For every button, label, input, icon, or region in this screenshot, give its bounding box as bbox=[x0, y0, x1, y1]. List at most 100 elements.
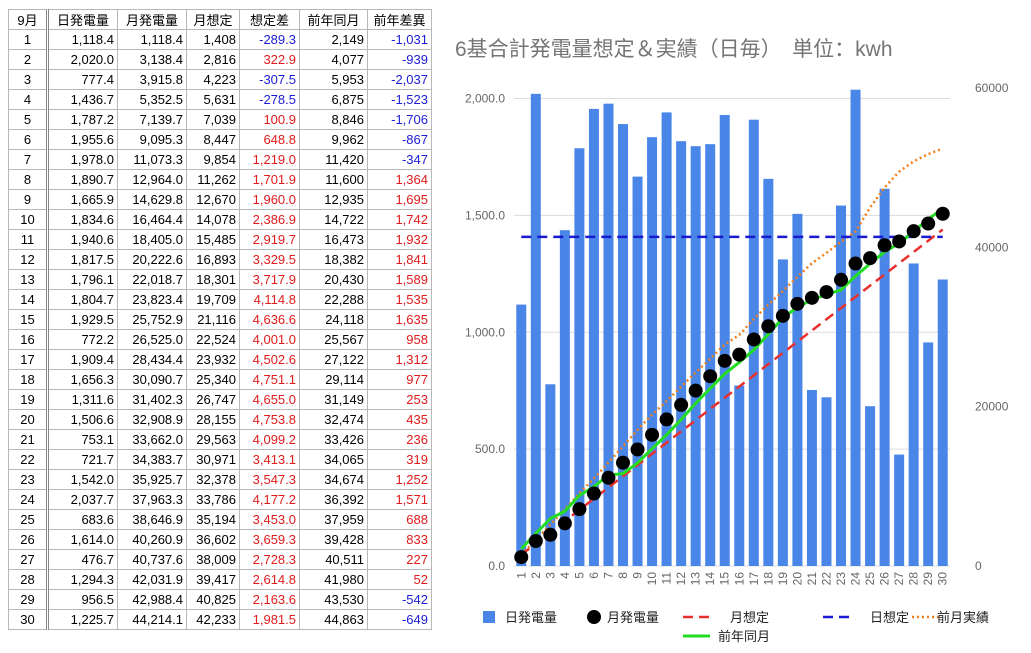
cell: -278.5 bbox=[239, 89, 300, 110]
cell: 42,988.4 bbox=[117, 589, 187, 610]
cell: 2,816 bbox=[186, 49, 240, 70]
cell: 16,473 bbox=[299, 229, 368, 250]
x-tick-label: 27 bbox=[892, 572, 906, 586]
y2-tick-label: 60000 bbox=[975, 81, 1009, 95]
bar bbox=[574, 148, 585, 566]
data-point bbox=[921, 216, 936, 231]
bar bbox=[705, 144, 716, 567]
legend-label: 月発電量 bbox=[607, 610, 659, 625]
cell: 44,863 bbox=[299, 609, 368, 630]
data-point bbox=[688, 383, 703, 398]
cell: 1,981.5 bbox=[239, 609, 300, 630]
data-point bbox=[514, 550, 529, 565]
cell: 4,001.0 bbox=[239, 329, 300, 350]
cell: 1,252 bbox=[367, 469, 432, 490]
cell: 34,383.7 bbox=[117, 449, 187, 470]
cell: 40,260.9 bbox=[117, 529, 187, 550]
cell: 9,962 bbox=[299, 129, 368, 150]
cell: 11,600 bbox=[299, 169, 368, 190]
cell: -347 bbox=[367, 149, 432, 170]
data-point bbox=[761, 319, 776, 334]
legend-label: 前月実績 bbox=[937, 610, 989, 625]
data-point bbox=[746, 332, 761, 347]
line bbox=[520, 228, 944, 556]
cell: 1,834.6 bbox=[47, 209, 118, 230]
cell: 8,846 bbox=[299, 109, 368, 130]
cell: 29,563 bbox=[186, 429, 240, 450]
cell: 1,909.4 bbox=[47, 349, 118, 370]
data-point bbox=[732, 347, 747, 362]
data-point bbox=[892, 234, 907, 249]
table-row: 22 721.7 34,383.7 30,971 3,413.1 34,065 319 bbox=[8, 449, 432, 470]
bar bbox=[821, 397, 832, 566]
data-point bbox=[557, 516, 572, 531]
bar bbox=[908, 263, 919, 566]
table-row: 26 1,614.0 40,260.9 36,602 3,659.3 39,428 833 bbox=[8, 529, 432, 550]
cell: 1,960.0 bbox=[239, 189, 300, 210]
y2-tick-label: 40000 bbox=[975, 240, 1009, 254]
cell: -939 bbox=[367, 49, 432, 70]
table-row: 21 753.1 33,662.0 29,563 4,099.2 33,426 236 bbox=[8, 429, 432, 450]
table-row: 5 1,787.2 7,139.7 7,039 100.9 8,846 -1,706 bbox=[8, 109, 432, 130]
cell: 4,099.2 bbox=[239, 429, 300, 450]
bar bbox=[850, 89, 861, 567]
cell: 32,908.9 bbox=[117, 409, 187, 430]
x-tick-label: 17 bbox=[747, 572, 761, 586]
data-point bbox=[572, 502, 587, 517]
data-point bbox=[834, 272, 848, 287]
x-tick-label: 19 bbox=[776, 572, 790, 586]
data-point bbox=[863, 251, 878, 266]
bar bbox=[806, 389, 817, 566]
bar bbox=[647, 137, 658, 566]
y2-tick-label: 20000 bbox=[975, 400, 1009, 414]
legend-swatch bbox=[483, 611, 495, 623]
data-point bbox=[790, 296, 805, 311]
bar bbox=[588, 108, 599, 567]
data-point bbox=[935, 206, 950, 221]
cell: 1,312 bbox=[367, 349, 432, 370]
table-row: 19 1,311.6 31,402.3 26,747 4,655.0 31,149 253 bbox=[8, 389, 432, 410]
cell: 30,971 bbox=[186, 449, 240, 470]
data-point bbox=[848, 256, 863, 271]
bar bbox=[545, 384, 556, 566]
x-tick-label: 20 bbox=[790, 572, 804, 586]
table-row: 4 1,436.7 5,352.5 5,631 -278.5 6,875 -1,523 bbox=[8, 89, 432, 110]
cell: 29 bbox=[8, 589, 49, 610]
data-point bbox=[906, 224, 921, 239]
cell: 22,288 bbox=[299, 289, 368, 310]
cell: 11 bbox=[8, 229, 49, 250]
x-tick-label: 11 bbox=[660, 572, 674, 585]
x-tick-label: 28 bbox=[907, 572, 921, 586]
table-row: 6 1,955.6 9,095.3 8,447 648.8 9,962 -867 bbox=[8, 129, 432, 150]
cell: 34,065 bbox=[299, 449, 368, 470]
data-point bbox=[601, 470, 616, 485]
table-row: 17 1,909.4 28,434.4 23,932 4,502.6 27,122 1,31… bbox=[8, 349, 432, 370]
cell: 前年同月 bbox=[299, 9, 368, 30]
y-tick-label: 1,000.0 bbox=[465, 325, 505, 339]
cell: 20,222.6 bbox=[117, 249, 187, 270]
cell: 20 bbox=[8, 409, 49, 430]
cell: 1,294.3 bbox=[47, 569, 118, 590]
cell: 42,233 bbox=[186, 609, 240, 630]
cell: 772.2 bbox=[47, 329, 118, 350]
x-tick-label: 16 bbox=[732, 572, 746, 586]
cell: 9月 bbox=[8, 9, 49, 30]
table-row: 12 1,817.5 20,222.6 16,893 3,329.5 18,382 1,84… bbox=[8, 249, 432, 270]
x-tick-label: 3 bbox=[543, 572, 557, 579]
cell: 30 bbox=[8, 609, 49, 630]
cell: 33,786 bbox=[186, 489, 240, 510]
cell: 25,340 bbox=[186, 369, 240, 390]
legend-swatch bbox=[587, 610, 601, 624]
cell: 688 bbox=[367, 509, 432, 530]
data-point bbox=[586, 486, 601, 501]
cell: 2,037.7 bbox=[47, 489, 118, 510]
x-tick-label: 21 bbox=[805, 572, 819, 586]
y2-tick-label: 0 bbox=[975, 559, 982, 573]
y-tick-label: 2,000.0 bbox=[465, 92, 505, 106]
data-point bbox=[674, 397, 689, 412]
x-tick-label: 23 bbox=[834, 572, 848, 586]
cell: 1,364 bbox=[367, 169, 432, 190]
data-point bbox=[804, 290, 819, 305]
